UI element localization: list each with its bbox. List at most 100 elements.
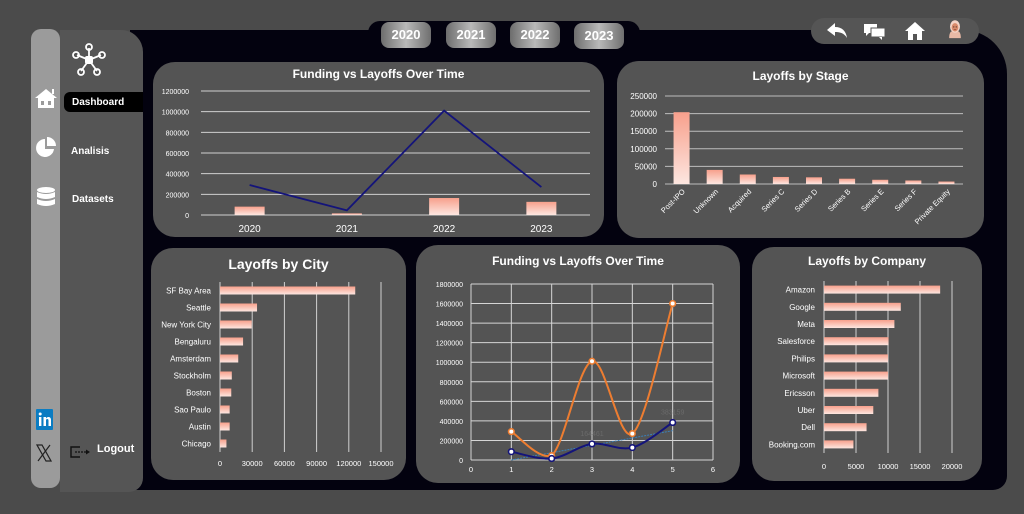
layoffs-by-company-chart: 0 5000 10000 15000 20000 Amazon Google Meta Sale…	[769, 281, 962, 471]
bar	[220, 286, 356, 295]
x-tick-label: 120000	[336, 459, 361, 468]
chart-title: Funding vs Layoffs Over Time	[292, 67, 465, 81]
card-funding-vs-layoffs-index: Funding vs Layoffs Over Time 0 200000 4000…	[416, 245, 740, 483]
bar	[234, 206, 265, 215]
x-tick-label: 4	[630, 465, 634, 474]
bar	[220, 439, 227, 448]
x-tick-label: 10000	[878, 462, 899, 471]
y-tick-label: Boston	[186, 389, 211, 398]
y-tick-label: 1800000	[436, 282, 463, 289]
x-tick-label: Acquired	[726, 187, 753, 214]
x-tick-label: 30000	[242, 459, 263, 468]
funding-line	[249, 109, 542, 212]
bar	[331, 213, 362, 215]
bar	[824, 337, 889, 346]
bar	[824, 320, 895, 328]
y-tick-label: Seattle	[186, 304, 211, 313]
y-tick-label: 1600000	[436, 302, 463, 309]
database-icon[interactable]	[36, 186, 56, 210]
y-tick-label: 400000	[166, 172, 189, 179]
data-point	[669, 299, 677, 308]
x-tick-label: Series D	[793, 187, 820, 214]
y-tick-label: 200000	[440, 438, 463, 445]
y-tick-label: Meta	[797, 320, 815, 329]
y-tick-label: 1200000	[162, 89, 189, 96]
y-tick-label: 1400000	[436, 321, 463, 328]
y-tick-label: 0	[459, 458, 463, 465]
y-tick-label: 0	[653, 180, 658, 189]
x-tick-label: 60000	[274, 459, 295, 468]
data-point	[669, 418, 677, 427]
layoffs-by-city-chart: 0 30000 60000 90000 120000 150000 SF Bay Area S…	[161, 282, 394, 468]
x-tick-label: 2021	[336, 224, 359, 235]
layoffs-by-stage-chart: 0 50000 100000 150000 200000 250000 Post-IPO Un…	[630, 92, 963, 226]
avatar[interactable]	[943, 19, 967, 39]
logout-icon[interactable]	[69, 445, 91, 459]
bar	[220, 303, 258, 312]
x-icon[interactable]	[36, 444, 52, 462]
data-point	[507, 448, 515, 456]
x-tick-label: 90000	[306, 459, 327, 468]
bar	[220, 371, 232, 380]
y-tick-label: 200000	[630, 110, 657, 119]
year-button-2022[interactable]: 2022	[510, 22, 560, 48]
y-tick-label: 200000	[166, 192, 189, 199]
sidebar-item-analisis[interactable]: Analisis	[71, 146, 110, 157]
y-tick-label: Microsoft	[783, 372, 816, 381]
sidebar-item-dashboard[interactable]: Dashboard	[64, 92, 143, 112]
x-tick-label: Series E	[859, 187, 885, 213]
bar	[824, 406, 874, 414]
y-tick-label: Ericsson	[784, 389, 815, 398]
pie-chart-icon[interactable]	[35, 136, 57, 160]
logout-button[interactable]: Logout	[97, 443, 135, 455]
y-tick-label: 100000	[630, 145, 657, 154]
bar	[673, 112, 690, 184]
bar	[220, 354, 239, 363]
sidebar-item-datasets[interactable]: Datasets	[72, 194, 114, 205]
linkedin-icon[interactable]	[36, 409, 53, 430]
y-tick-label: Bengaluru	[175, 338, 211, 347]
x-tick-label: 2	[550, 465, 554, 474]
card-layoffs-by-city: Layoffs by City 0 30000 60000 90000 120000 15…	[151, 248, 406, 480]
y-tick-label: Salesforce	[777, 337, 815, 346]
bar	[905, 180, 922, 184]
year-button-2021[interactable]: 2021	[446, 22, 496, 48]
bar	[824, 388, 879, 397]
bar	[806, 177, 822, 184]
bar	[739, 174, 756, 184]
y-tick-label: 250000	[630, 92, 657, 101]
bar	[824, 423, 867, 432]
y-tick-label: Dell	[801, 423, 815, 432]
bar	[220, 337, 244, 346]
x-tick-label: 150000	[368, 459, 393, 468]
year-button-2023[interactable]: 2023	[574, 23, 624, 49]
y-tick-label: 800000	[166, 130, 189, 137]
bar	[706, 169, 723, 184]
y-tick-label: Google	[789, 303, 815, 312]
chart-title: Layoffs by Company	[807, 254, 927, 268]
home-icon[interactable]	[903, 21, 927, 41]
home-icon[interactable]	[34, 87, 58, 109]
back-arrow-icon[interactable]	[825, 21, 849, 41]
bar	[220, 422, 230, 431]
bar	[824, 440, 854, 449]
y-tick-label: Stockholm	[174, 372, 212, 381]
year-button-2020[interactable]: 2020	[381, 22, 431, 48]
funding-layoffs-combo-chart: 0 200000 400000 600000 800000 1000000 1200000 2…	[162, 89, 590, 235]
x-tick-label: 5	[671, 465, 675, 474]
y-tick-label: Booking.com	[769, 440, 816, 449]
x-tick-label: 0	[469, 465, 473, 474]
y-tick-label: 800000	[440, 380, 463, 387]
chat-icon[interactable]	[863, 21, 887, 41]
data-point	[628, 443, 636, 452]
network-icon	[72, 43, 106, 76]
x-tick-label: 6	[711, 465, 715, 474]
y-tick-label: Chicago	[182, 440, 212, 449]
data-point	[588, 357, 596, 365]
x-tick-label: 3	[590, 465, 594, 474]
bar	[824, 285, 941, 294]
bar	[824, 354, 888, 363]
y-tick-label: 1000000	[436, 360, 463, 367]
chart-title: Funding vs Layoffs Over Time	[492, 254, 664, 268]
